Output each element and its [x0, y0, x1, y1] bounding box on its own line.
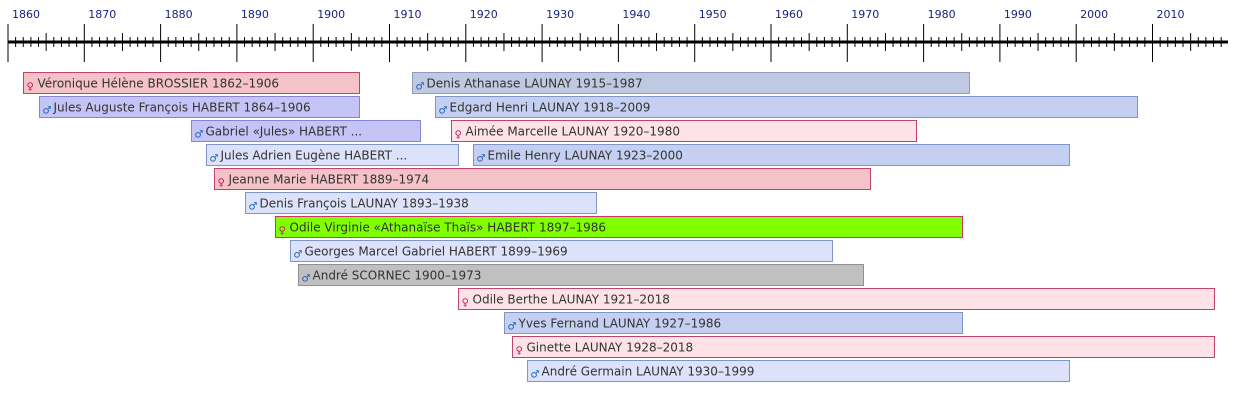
- person-label: Edgard Henri LAUNAY 1918–2009: [450, 101, 651, 115]
- male-icon: ♂: [477, 154, 486, 165]
- axis-year-label: 1890: [241, 8, 269, 21]
- bar-rect: [458, 288, 1215, 310]
- bar-rect: [39, 96, 360, 118]
- female-icon: ♀: [516, 346, 523, 357]
- bar-rect: [275, 216, 963, 238]
- person-label: André SCORNEC 1900–1973: [313, 269, 482, 283]
- female-icon: ♀: [27, 82, 34, 93]
- person-bar[interactable]: ♂ Edgard Henri LAUNAY 1918–2009: [435, 96, 1138, 118]
- axis-year-label: 1990: [1004, 8, 1032, 21]
- bar-rect: [206, 144, 459, 166]
- person-bar[interactable]: ♂ Georges Marcel Gabriel HABERT 1899–1969: [290, 240, 833, 262]
- male-icon: ♂: [508, 322, 517, 333]
- bar-rect: [245, 192, 597, 214]
- bar-rect: [298, 264, 864, 286]
- axis-year-label: 1920: [470, 8, 498, 21]
- axis-year-label: 1900: [317, 8, 345, 21]
- female-icon: ♀: [218, 178, 225, 189]
- person-label: Ginette LAUNAY 1928–2018: [527, 341, 694, 355]
- person-bars: ♀ Véronique Hélène BROSSIER 1862–1906♂ Jul…: [23, 72, 1215, 382]
- person-label: Jules Adrien Eugène HABERT ...: [220, 149, 408, 163]
- bar-rect: [504, 312, 963, 334]
- axis-year-label: 1860: [12, 8, 40, 21]
- bar-rect: [191, 120, 421, 142]
- axis-year-label: 1940: [622, 8, 650, 21]
- person-label: Gabriel «Jules» HABERT ...: [206, 125, 363, 139]
- female-icon: ♀: [455, 130, 462, 141]
- male-icon: ♂: [195, 130, 204, 141]
- time-axis: 1860 1870 1880 1890 1900 1910 1920 1930 1940 1950…: [7, 8, 1228, 62]
- person-bar[interactable]: ♂ Gabriel «Jules» HABERT ...: [191, 120, 421, 142]
- person-label: Denis Athanase LAUNAY 1915–1987: [427, 77, 643, 91]
- person-label: Odile Berthe LAUNAY 1921–2018: [473, 293, 670, 307]
- person-label: Aimée Marcelle LAUNAY 1920–1980: [466, 125, 680, 139]
- person-bar[interactable]: ♀ Aimée Marcelle LAUNAY 1920–1980: [451, 120, 917, 142]
- axis-year-label: 1930: [546, 8, 574, 21]
- axis-year-label: 1960: [775, 8, 803, 21]
- bar-rect: [412, 72, 970, 94]
- male-icon: ♂: [439, 106, 448, 117]
- person-label: Odile Virginie «Athanaïse Thaïs» HABERT …: [290, 221, 607, 235]
- axis-year-label: 1880: [165, 8, 193, 21]
- bar-rect: [512, 336, 1215, 358]
- person-bar[interactable]: ♀ Odile Virginie «Athanaïse Thaïs» HABERT…: [275, 216, 963, 238]
- bar-rect: [290, 240, 833, 262]
- axis-year-label: 1910: [394, 8, 422, 21]
- male-icon: ♂: [531, 370, 540, 381]
- person-label: Jules Auguste François HABERT 1864–1906: [53, 101, 311, 115]
- bar-rect: [435, 96, 1138, 118]
- person-bar[interactable]: ♀ Ginette LAUNAY 1928–2018: [512, 336, 1215, 358]
- axis-year-label: 1980: [928, 8, 956, 21]
- axis-year-label: 2010: [1157, 8, 1185, 21]
- person-bar[interactable]: ♂ Denis François LAUNAY 1893–1938: [245, 192, 597, 214]
- male-icon: ♂: [249, 202, 258, 213]
- person-label: Yves Fernand LAUNAY 1927–1986: [518, 317, 722, 331]
- person-label: André Germain LAUNAY 1930–1999: [542, 365, 755, 379]
- bar-rect: [527, 360, 1070, 382]
- axis-year-label: 2000: [1080, 8, 1108, 21]
- bar-rect: [214, 168, 871, 190]
- male-icon: ♂: [43, 106, 52, 117]
- axis-year-label: 1970: [851, 8, 879, 21]
- male-icon: ♂: [294, 250, 303, 261]
- person-bar[interactable]: ♂ Jules Auguste François HABERT 1864–1906: [39, 96, 360, 118]
- female-icon: ♀: [462, 298, 469, 309]
- person-bar[interactable]: ♀ Jeanne Marie HABERT 1889–1974: [214, 168, 871, 190]
- person-bar[interactable]: ♂ Jules Adrien Eugène HABERT ...: [206, 144, 459, 166]
- person-bar[interactable]: ♂ Yves Fernand LAUNAY 1927–1986: [504, 312, 963, 334]
- male-icon: ♂: [302, 274, 311, 285]
- person-bar[interactable]: ♂ Denis Athanase LAUNAY 1915–1987: [412, 72, 970, 94]
- person-bar[interactable]: ♂ André SCORNEC 1900–1973: [298, 264, 864, 286]
- person-bar[interactable]: ♂ Emile Henry LAUNAY 1923–2000: [473, 144, 1070, 166]
- person-label: Jeanne Marie HABERT 1889–1974: [228, 173, 430, 187]
- bar-rect: [23, 72, 360, 94]
- female-icon: ♀: [279, 226, 286, 237]
- axis-year-label: 1870: [88, 8, 116, 21]
- person-label: Emile Henry LAUNAY 1923–2000: [488, 149, 683, 163]
- person-bar[interactable]: ♀ Véronique Hélène BROSSIER 1862–1906: [23, 72, 360, 94]
- person-bar[interactable]: ♀ Odile Berthe LAUNAY 1921–2018: [458, 288, 1215, 310]
- person-label: Denis François LAUNAY 1893–1938: [260, 197, 469, 211]
- male-icon: ♂: [210, 154, 219, 165]
- bar-rect: [451, 120, 917, 142]
- person-label: Véronique Hélène BROSSIER 1862–1906: [38, 77, 280, 91]
- bar-rect: [473, 144, 1070, 166]
- male-icon: ♂: [416, 82, 425, 93]
- person-bar[interactable]: ♂ André Germain LAUNAY 1930–1999: [527, 360, 1070, 382]
- person-label: Georges Marcel Gabriel HABERT 1899–1969: [305, 245, 568, 259]
- axis-year-label: 1950: [699, 8, 727, 21]
